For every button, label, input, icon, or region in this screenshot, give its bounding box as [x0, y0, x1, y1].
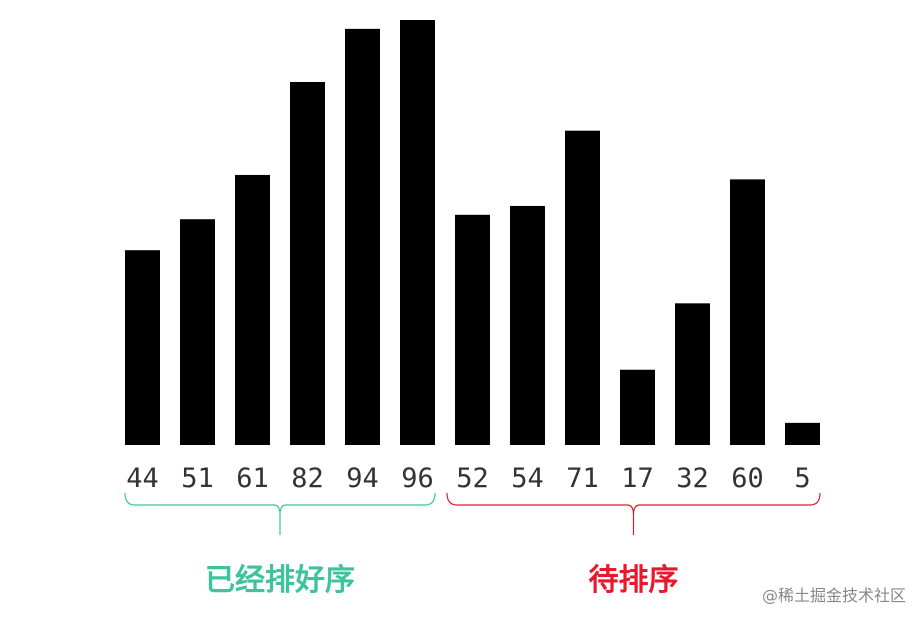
tick-label: 96 — [401, 463, 434, 494]
bar — [235, 174, 270, 445]
bar — [620, 369, 655, 445]
bar — [400, 20, 435, 445]
tick-label: 60 — [731, 463, 764, 494]
watermark: @稀土掘金技术社区 — [761, 586, 906, 605]
tick-label: 51 — [181, 463, 214, 494]
tick-label: 17 — [621, 463, 654, 494]
bar — [180, 219, 215, 445]
bar — [455, 214, 490, 445]
tick-label: 61 — [236, 463, 269, 494]
tick-label: 82 — [291, 463, 324, 494]
bar — [290, 81, 325, 446]
group-brace — [446, 492, 821, 535]
tick-label: 5 — [794, 463, 810, 494]
tick-label: 52 — [456, 463, 489, 494]
tick-label: 32 — [676, 463, 709, 494]
group-label: 待排序 — [589, 563, 679, 598]
bar — [785, 422, 820, 445]
bar — [565, 130, 600, 446]
group-label: 已经排好序 — [205, 563, 355, 598]
bar — [675, 303, 710, 445]
bar — [345, 28, 380, 446]
tick-label: 54 — [511, 463, 544, 494]
tick-label: 94 — [346, 463, 379, 494]
group-brace — [124, 492, 436, 535]
tick-label: 71 — [566, 463, 599, 494]
tick-label: 44 — [126, 463, 159, 494]
bar — [730, 179, 765, 445]
bar — [510, 205, 545, 445]
bar — [125, 250, 160, 445]
